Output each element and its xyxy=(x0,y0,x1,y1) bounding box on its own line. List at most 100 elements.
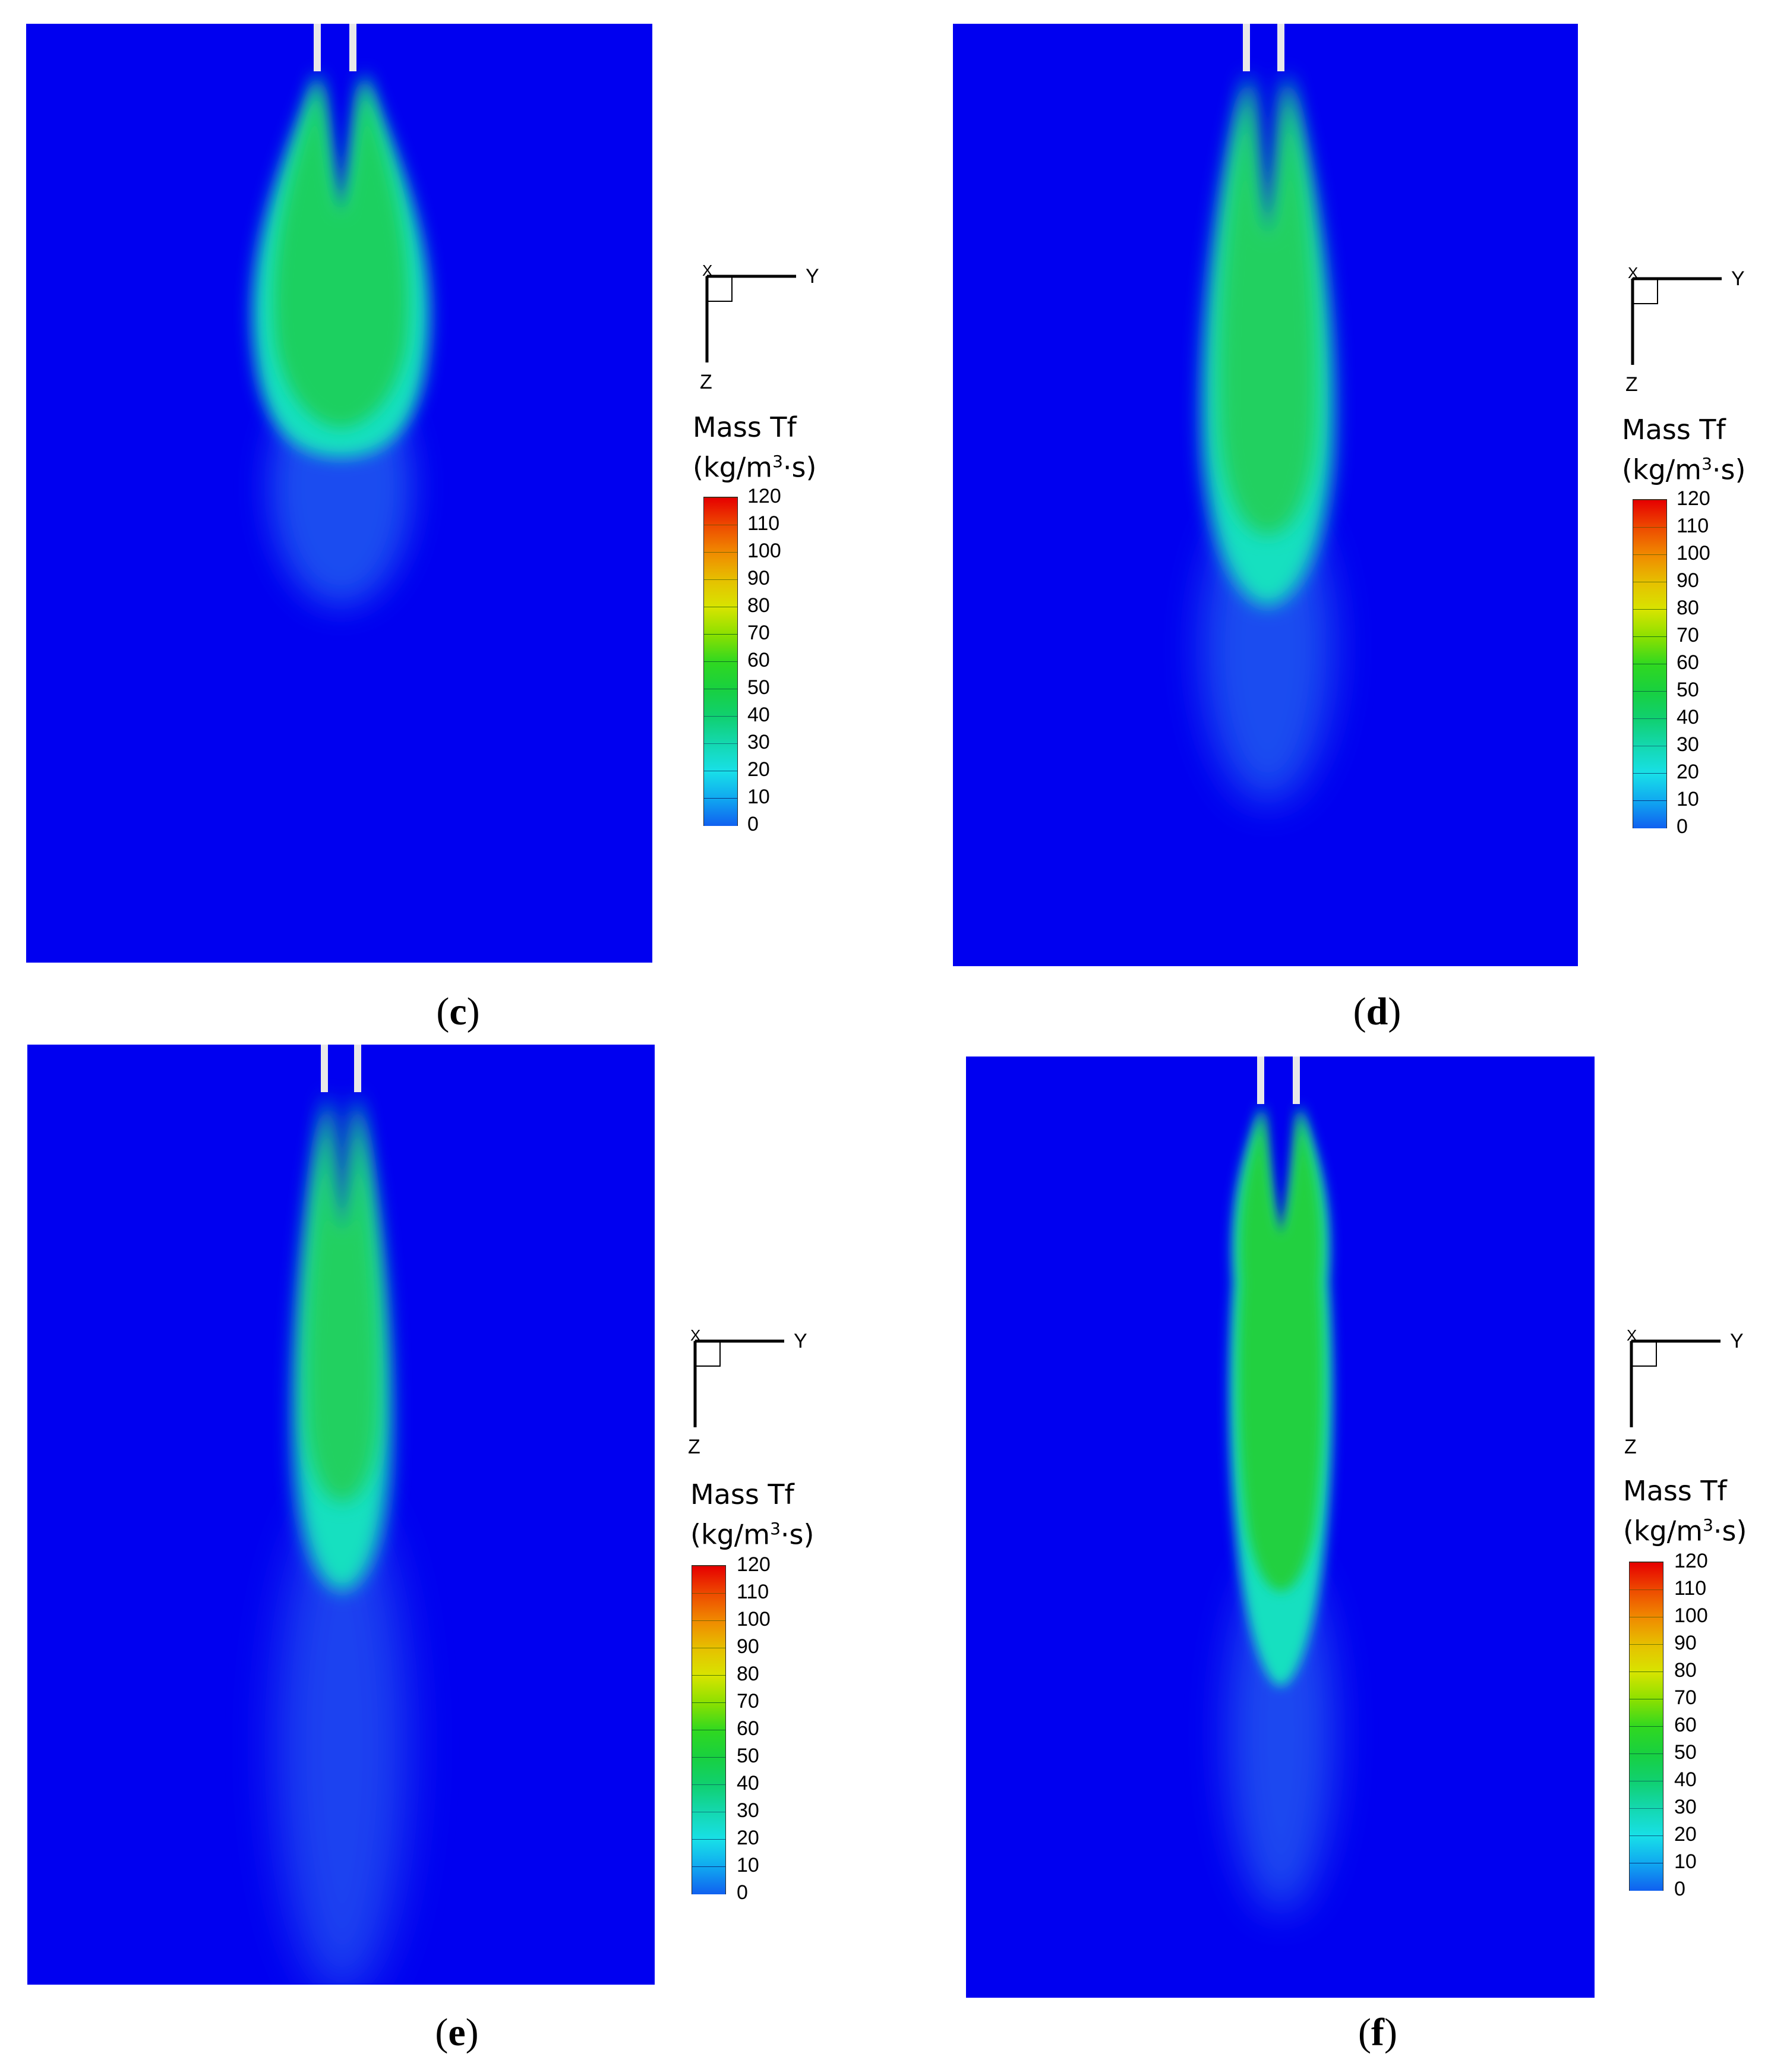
colorbar-band xyxy=(692,1839,725,1867)
plume-c xyxy=(252,24,430,606)
legend-title-e: Mass Tf (kg/m3·s) xyxy=(690,1477,814,1551)
colorbar-tick-label: 120 xyxy=(1674,1550,1708,1572)
colorbar-band xyxy=(1633,773,1666,801)
colorbar-band xyxy=(1630,1863,1663,1891)
colorbar-tick-label: 90 xyxy=(747,567,770,589)
legend-title-unit: (kg/m3·s) xyxy=(1623,1515,1747,1547)
colorbar-tick-label: 30 xyxy=(1674,1796,1697,1818)
colorbar-tick-label: 0 xyxy=(1677,815,1688,838)
colorbar-d xyxy=(1633,499,1667,828)
legend-title-unit: (kg/m3·s) xyxy=(690,1518,815,1551)
colorbar-tick-label: 70 xyxy=(747,622,770,644)
colorbar-tick-label: 50 xyxy=(737,1745,759,1767)
colorbar-tick-label: 120 xyxy=(747,485,781,507)
colorbar-band xyxy=(692,1757,725,1785)
legend-title-d: Mass Tf (kg/m3·s) xyxy=(1622,412,1745,487)
colorbar-tick-label: 90 xyxy=(1677,569,1699,592)
colorbar-f xyxy=(1629,1562,1663,1891)
colorbar-tick-label: 110 xyxy=(1677,515,1709,537)
colorbar-band xyxy=(704,743,737,771)
contour-plot-c xyxy=(26,24,652,963)
colorbar-band xyxy=(1630,1699,1663,1727)
axis-triad-f xyxy=(1630,1339,1721,1427)
colorbar-tick-label: 10 xyxy=(747,786,770,808)
colorbar-band xyxy=(1633,718,1666,746)
plume-d xyxy=(1201,24,1334,802)
caption-e: (e) xyxy=(435,2011,479,2054)
axis-label-x-d: X xyxy=(1628,264,1639,282)
colorbar-tick-label: 80 xyxy=(747,594,770,617)
colorbar-tick-label: 20 xyxy=(1677,761,1699,783)
colorbar-band xyxy=(692,1784,725,1812)
colorbar-tick-label: 0 xyxy=(1674,1878,1685,1900)
colorbar-band xyxy=(704,661,737,689)
colorbar-band xyxy=(692,1593,725,1621)
axis-label-x-f: X xyxy=(1627,1326,1637,1344)
legend-title-unit: (kg/m3·s) xyxy=(1622,453,1746,486)
axis-triad-e xyxy=(693,1339,784,1427)
colorbar-band xyxy=(1633,691,1666,719)
colorbar-tick-label: 30 xyxy=(747,731,770,753)
colorbar-tick-label: 100 xyxy=(737,1608,771,1631)
colorbar-tick-label: 110 xyxy=(1674,1577,1707,1600)
axis-label-y-c: Y xyxy=(806,265,819,288)
colorbar-tick-label: 100 xyxy=(1674,1604,1708,1627)
colorbar-band xyxy=(704,771,737,799)
colorbar-band xyxy=(692,1620,725,1648)
colorbar-band xyxy=(704,716,737,744)
axis-label-y-f: Y xyxy=(1730,1330,1744,1352)
axis-label-y-d: Y xyxy=(1731,267,1745,290)
colorbar-band xyxy=(704,798,737,826)
colorbar-tick-label: 50 xyxy=(1674,1741,1697,1764)
colorbar-band xyxy=(1633,800,1666,828)
colorbar-tick-label: 70 xyxy=(737,1690,759,1713)
colorbar-tick-label: 70 xyxy=(1674,1686,1697,1709)
colorbar-band xyxy=(704,497,737,525)
colorbar-tick-label: 100 xyxy=(1677,542,1710,564)
colorbar-tick-label: 0 xyxy=(747,813,759,835)
colorbar-band xyxy=(692,1675,725,1703)
colorbar-tick-label: 70 xyxy=(1677,624,1699,646)
colorbar-band xyxy=(692,1730,725,1758)
axis-triad-c xyxy=(705,275,796,362)
colorbar-band xyxy=(1633,609,1666,637)
colorbar-band xyxy=(1630,1726,1663,1754)
colorbar-tick-label: 40 xyxy=(1674,1768,1697,1791)
colorbar-band xyxy=(704,552,737,580)
colorbar-band xyxy=(1633,636,1666,664)
contour-plot-e xyxy=(27,1045,655,1985)
caption-c: (c) xyxy=(436,990,480,1033)
colorbar-tick-label: 10 xyxy=(1677,788,1699,810)
colorbar-tick-label: 20 xyxy=(747,758,770,781)
colorbar-tick-label: 10 xyxy=(1674,1850,1697,1873)
colorbar-tick-label: 60 xyxy=(1677,651,1699,674)
colorbar-band xyxy=(692,1648,725,1676)
plume-e xyxy=(277,1045,408,1985)
colorbar-band xyxy=(1630,1590,1663,1617)
colorbar-e xyxy=(692,1565,726,1894)
axis-label-z-e: Z xyxy=(688,1436,700,1458)
legend-title-unit: (kg/m3·s) xyxy=(693,451,817,484)
colorbar-tick-label: 40 xyxy=(747,704,770,726)
caption-d: (d) xyxy=(1353,990,1401,1033)
colorbar-band xyxy=(692,1566,725,1594)
colorbar-tick-label: 0 xyxy=(737,1881,748,1904)
colorbar-tick-label: 80 xyxy=(1674,1659,1697,1682)
caption-f: (f) xyxy=(1358,2011,1397,2054)
axis-label-z-d: Z xyxy=(1625,373,1638,396)
colorbar-band xyxy=(1630,1836,1663,1863)
colorbar-tick-label: 80 xyxy=(737,1663,759,1685)
colorbar-band xyxy=(692,1702,725,1730)
colorbar-band xyxy=(1633,664,1666,692)
axis-label-z-c: Z xyxy=(700,371,712,393)
colorbar-tick-label: 90 xyxy=(1674,1632,1697,1654)
colorbar-band xyxy=(1630,1754,1663,1781)
colorbar-tick-label: 80 xyxy=(1677,597,1699,619)
colorbar-tick-label: 60 xyxy=(747,649,770,671)
colorbar-tick-label: 30 xyxy=(1677,733,1699,756)
colorbar-band xyxy=(1630,1781,1663,1809)
axis-triad-d xyxy=(1631,277,1722,365)
colorbar-band xyxy=(1630,1562,1663,1590)
legend-title-line1: Mass Tf xyxy=(1623,1475,1727,1507)
colorbar-tick-label: 110 xyxy=(737,1581,769,1603)
